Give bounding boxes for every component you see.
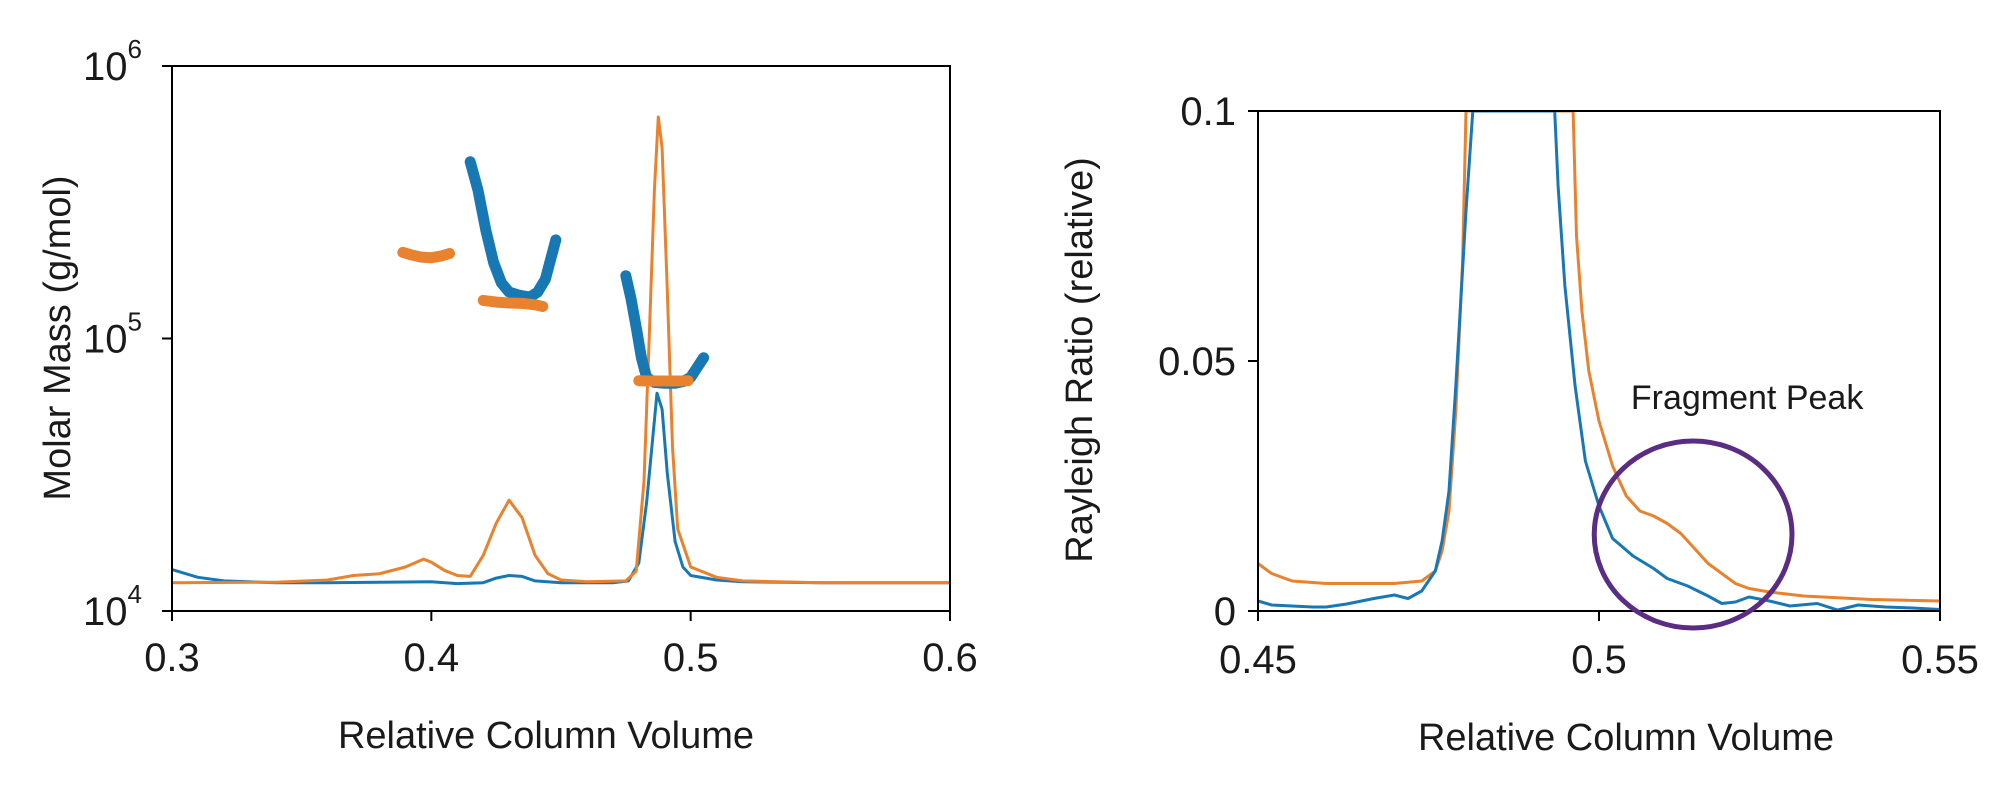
right-series-group	[1258, 111, 1940, 611]
left-molar-mass-orange-segment-2	[397, 246, 455, 264]
right-ticks-group: 0.45 0.5 0.55 0 0.05 0.1	[1158, 90, 1979, 682]
left-y-tick-label: 106	[83, 34, 142, 89]
right-y-axis-title: Rayleigh Ratio (relative)	[1059, 157, 1101, 563]
left-y-tick-label: 105	[83, 307, 142, 362]
left-x-tick-label: 0.3	[144, 636, 200, 680]
right-y-tick-label: 0.1	[1180, 90, 1236, 134]
chart-right-panel: 0.45 0.5 0.55 0 0.05 0.1 Fragment Peak Relati…	[1059, 90, 1979, 759]
left-molar-mass-blue-segment-3	[464, 156, 562, 303]
right-x-tick-label: 0.55	[1901, 638, 1979, 682]
right-x-tick-label: 0.5	[1571, 638, 1627, 682]
left-ticks-group: 0.3 0.4 0.5 0.6 104 105 106	[83, 34, 978, 680]
left-x-tick-label: 0.6	[922, 636, 978, 680]
right-x-tick-label: 0.45	[1219, 638, 1297, 682]
right-series-blue-trace-line	[1258, 111, 1940, 611]
right-y-tick-label: 0	[1214, 590, 1236, 634]
fragment-peak-label: Fragment Peak	[1631, 379, 1864, 417]
right-annotations-group: Fragment Peak	[1591, 379, 1864, 631]
right-plot-frame	[1257, 110, 1941, 612]
left-x-tick-label: 0.5	[663, 636, 719, 680]
left-plot-frame	[171, 65, 951, 612]
right-series-orange-trace-line	[1258, 111, 1940, 603]
left-molar-mass-orange-segment-4	[477, 294, 549, 312]
left-series-orange-trace-line	[172, 115, 950, 585]
fragment-peak-circle	[1591, 438, 1795, 631]
right-y-tick-label: 0.05	[1158, 340, 1236, 384]
chart-left-panel: 0.3 0.4 0.5 0.6 104 105 106 Relative Column Vo…	[37, 34, 978, 757]
left-x-axis-title: Relative Column Volume	[338, 715, 754, 757]
left-molar-mass-blue-segment-5	[620, 270, 710, 389]
left-y-axis-title: Molar Mass (g/mol)	[37, 175, 79, 500]
left-series-blue-trace-line	[172, 391, 950, 586]
right-x-axis-title: Relative Column Volume	[1418, 717, 1834, 759]
left-x-tick-label: 0.4	[404, 636, 460, 680]
left-series-group	[172, 115, 950, 586]
left-y-tick-label: 104	[83, 579, 142, 634]
